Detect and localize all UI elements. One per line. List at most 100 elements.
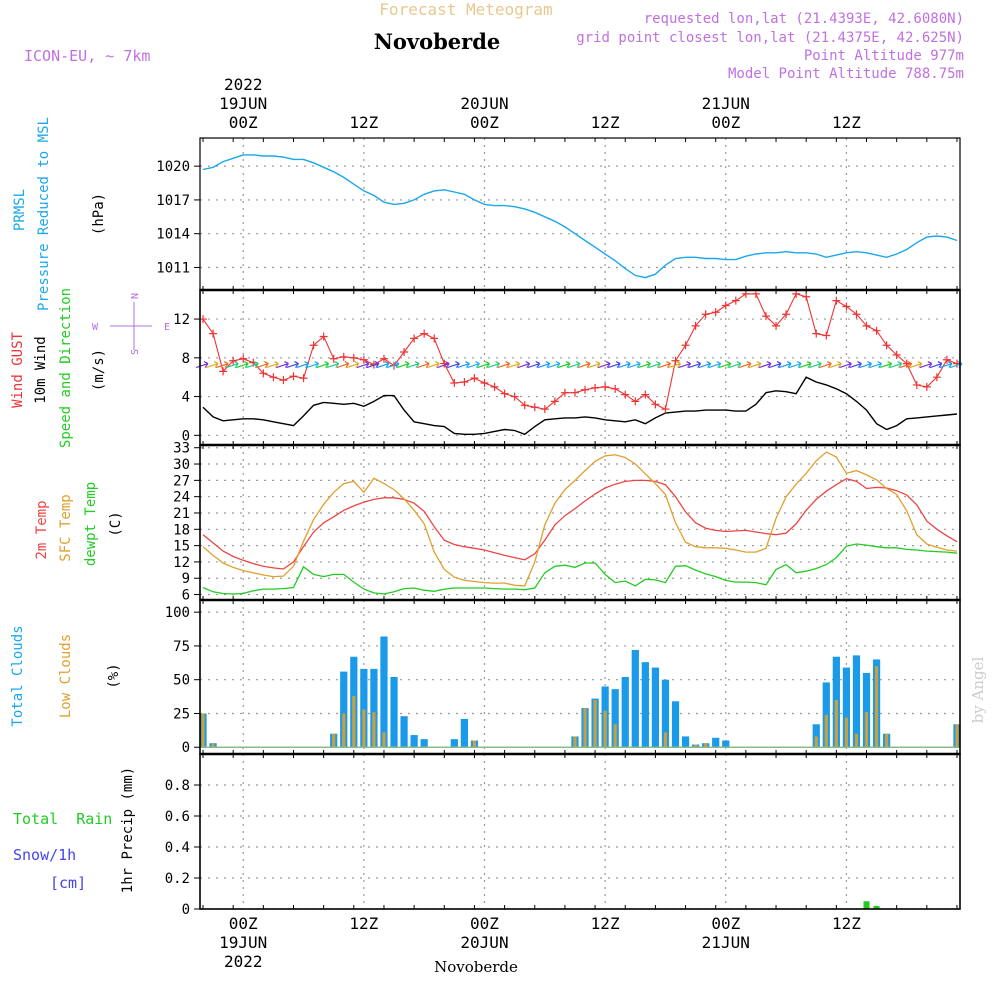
temp-unit: (C) bbox=[108, 511, 124, 536]
total-cloud-bar bbox=[812, 724, 820, 748]
total-cloud-bar bbox=[611, 689, 619, 748]
precip-axis-label: 1hr Precip (mm) bbox=[120, 767, 136, 893]
y-tick-label: 18 bbox=[173, 522, 190, 538]
wind-direction-arrow bbox=[668, 361, 681, 369]
gust-point bbox=[570, 388, 579, 397]
gust-point bbox=[802, 292, 811, 301]
requested-coords: requested lon,lat (21.4393E, 42.6080N) bbox=[644, 11, 964, 27]
total-cloud-bar bbox=[450, 739, 458, 748]
wind-direction-arrow bbox=[859, 361, 872, 369]
y-tick-label: 12 bbox=[173, 555, 190, 571]
wind-direction-arrow bbox=[678, 361, 692, 369]
pressure-panel-labels: PRMSL Pressure Reduced to MSL (hPa) bbox=[12, 117, 107, 311]
low-cloud-bar bbox=[201, 713, 205, 748]
wind-direction-arrow bbox=[537, 361, 551, 369]
y-tick-label: 0.8 bbox=[165, 778, 190, 794]
cloud-panel-labels: Total Clouds Low Clouds (%) bbox=[10, 625, 122, 726]
series-wind10-line bbox=[202, 376, 958, 436]
wind-direction-arrow bbox=[799, 361, 812, 369]
wind-direction-arrow bbox=[889, 361, 903, 369]
gust-point bbox=[219, 367, 228, 376]
rain-bar bbox=[863, 901, 870, 909]
gust-point bbox=[711, 308, 720, 317]
low-clouds-label: Low Clouds bbox=[58, 634, 74, 718]
low-cloud-bar bbox=[814, 736, 818, 748]
gust-point bbox=[902, 359, 911, 368]
wind-direction-arrow bbox=[738, 361, 752, 369]
low-cloud-bar bbox=[704, 743, 708, 748]
gust-point bbox=[691, 321, 700, 330]
grid-point-coords: grid point closest lon,lat (21.4375E, 42… bbox=[576, 30, 964, 46]
wind-direction-arrow bbox=[557, 361, 571, 369]
y-tick-label: 27 bbox=[173, 473, 190, 489]
compass-east: E bbox=[164, 322, 170, 333]
y-tick-label: 1020 bbox=[156, 159, 190, 175]
gust-point bbox=[329, 354, 338, 363]
wind-direction-arrow bbox=[869, 361, 883, 369]
gust-point bbox=[269, 373, 278, 382]
compass-west: W bbox=[92, 322, 99, 333]
wind-direction-arrow bbox=[416, 361, 430, 369]
gust-point bbox=[882, 341, 891, 350]
gust-point bbox=[832, 296, 841, 305]
total-cloud-bar bbox=[460, 718, 469, 748]
wind-direction-arrow bbox=[215, 361, 229, 369]
wind-10m-label: 10m Wind bbox=[33, 336, 49, 403]
panel-3: 0 25 50 75 100 bbox=[165, 600, 961, 756]
low-cloud-bar bbox=[613, 724, 617, 748]
gust-point bbox=[520, 401, 529, 410]
top-time-label: 00Z bbox=[470, 113, 499, 132]
top-time-label: 20JUN bbox=[460, 94, 508, 113]
total-cloud-bar bbox=[340, 671, 348, 748]
wind-speed-dir-label: Speed and Direction bbox=[58, 288, 74, 448]
y-tick-label: 1014 bbox=[156, 227, 190, 243]
panel-4: 0 0.2 0.4 0.6 0.8 bbox=[165, 754, 960, 918]
wind-direction-arrow bbox=[849, 361, 862, 369]
gust-point bbox=[550, 397, 559, 406]
y-tick-label: 1011 bbox=[156, 260, 190, 276]
total-cloud-bar bbox=[390, 677, 398, 748]
gust-point bbox=[410, 334, 419, 343]
gust-point bbox=[842, 302, 851, 311]
total-cloud-bar bbox=[380, 636, 388, 748]
compass-north: N bbox=[130, 293, 141, 299]
gust-point bbox=[912, 380, 921, 389]
low-cloud-bar bbox=[573, 736, 577, 748]
panels: 1011101410171020048126912151821242730330… bbox=[156, 137, 963, 918]
low-cloud-bar bbox=[885, 733, 889, 748]
gust-point bbox=[812, 329, 821, 338]
wind-direction-arrow bbox=[467, 361, 480, 369]
gust-point bbox=[259, 369, 268, 378]
y-tick-label: 21 bbox=[173, 506, 190, 522]
gust-point bbox=[379, 354, 388, 363]
gust-point bbox=[540, 405, 549, 414]
total-cloud-bar bbox=[712, 737, 720, 748]
wind-direction-arrow bbox=[929, 361, 943, 369]
gust-point bbox=[671, 356, 680, 365]
wind-direction-arrow bbox=[386, 361, 400, 369]
wind-direction-arrow bbox=[909, 361, 923, 369]
wind-unit: (m/s) bbox=[91, 349, 107, 391]
gust-point bbox=[641, 390, 650, 399]
location-title: Novoberde bbox=[374, 29, 501, 54]
gust-point bbox=[470, 374, 479, 383]
wind-panel-labels: Wind GUST 10m Wind Speed and Direction (… bbox=[10, 288, 170, 448]
wind-direction-arrow bbox=[768, 361, 782, 369]
bottom-time-label: 12Z bbox=[591, 914, 620, 933]
total-clouds-label: Total Clouds bbox=[10, 625, 26, 726]
wind-direction-arrow bbox=[497, 361, 511, 369]
total-cloud-bar bbox=[862, 672, 871, 748]
wind-direction-arrow bbox=[658, 361, 671, 369]
wind-direction-arrow bbox=[487, 361, 501, 369]
gust-point bbox=[239, 354, 248, 363]
low-cloud-bar bbox=[362, 709, 366, 748]
wind-direction-arrow bbox=[457, 361, 470, 369]
wind-direction-arrow bbox=[195, 361, 209, 369]
gust-point bbox=[862, 321, 871, 330]
wind-direction-arrow bbox=[356, 361, 370, 369]
gust-point bbox=[309, 341, 318, 350]
temp-2m-label: 2m Temp bbox=[34, 500, 50, 559]
bottom-time-label: 12Z bbox=[349, 914, 378, 933]
